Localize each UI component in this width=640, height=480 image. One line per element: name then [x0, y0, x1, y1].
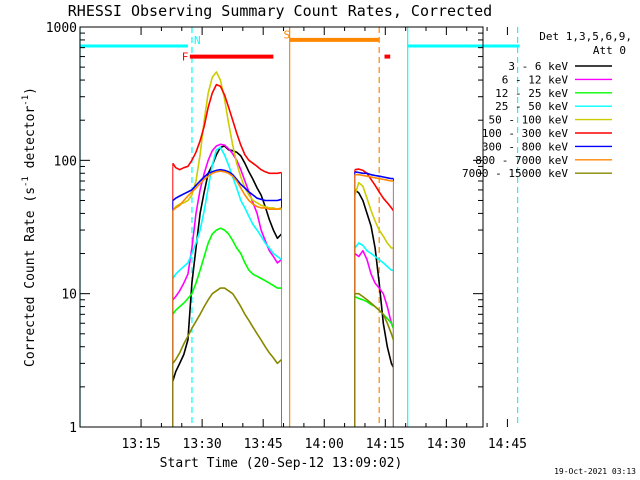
- flag-label-n: N: [194, 34, 201, 47]
- series-line-1-seg-0: [172, 143, 283, 301]
- series-line-4-seg-1: [354, 181, 394, 249]
- legend-label-5: 100 - 300 keV: [482, 127, 568, 140]
- annotation-layer: NF S: [79, 27, 520, 427]
- legend-label-0: 3 - 6 keV: [508, 60, 568, 73]
- x-tick-label-5: 14:30: [427, 437, 466, 452]
- x-tick-label-1: 13:30: [183, 437, 222, 452]
- series-line-5-seg-0: [172, 83, 282, 175]
- render-timestamp: 19-Oct-2021 03:13: [554, 467, 636, 476]
- x-tick-label-3: 14:00: [305, 437, 344, 452]
- y-tick-label-2: 100: [54, 154, 77, 169]
- legend-title-line-1: Det 1,3,5,6,9,: [539, 30, 632, 43]
- series-line-5-seg-1: [354, 168, 395, 212]
- series-line-8-seg-0: [172, 287, 283, 365]
- x-tick-label-2: 13:45: [244, 437, 283, 452]
- legend-title-line-2: Att 0: [593, 44, 626, 57]
- series-line-7-seg-0: [172, 170, 282, 212]
- y-axis-label-part-3: ): [23, 87, 38, 95]
- series-line-0-seg-1: [354, 189, 395, 368]
- legend-label-8: 7000 - 15000 keV: [462, 167, 568, 180]
- flag-label-s: S: [284, 28, 291, 41]
- series-line-8-seg-1: [354, 292, 395, 341]
- x-tick-label-4: 14:15: [366, 437, 405, 452]
- series-line-1-seg-1: [354, 249, 395, 329]
- y-axis-label-sup-2: -1: [21, 95, 31, 106]
- x-axis-label: Start Time (20-Sep-12 13:09:02): [160, 456, 403, 471]
- series-line-3-seg-1: [354, 242, 394, 272]
- y-axis-label-sup-1: -1: [21, 176, 31, 187]
- y-tick-label-1: 10: [61, 288, 77, 303]
- series-line-6-seg-0: [172, 168, 282, 202]
- series-line-4-seg-0: [172, 71, 282, 212]
- y-axis-label-part-1: Corrected Count Rate (s: [23, 187, 38, 367]
- x-tick-label-0: 13:15: [121, 437, 160, 452]
- series-line-3-seg-0: [172, 146, 282, 279]
- legend-label-7: 800 - 7000 keV: [475, 154, 568, 167]
- x-tick-label-6: 14:45: [488, 437, 527, 452]
- series-line-2-seg-0: [172, 227, 282, 315]
- ticks-layer: 13:15 13:30 13:45 14:00 14:15 14:30 14:45 1 10 10…: [46, 21, 527, 452]
- plot-frame: [79, 26, 484, 428]
- y-axis-label-part-2: detector: [23, 106, 38, 177]
- legend-label-6: 300 - 800 keV: [482, 140, 568, 153]
- legend-label-4: 50 - 100 keV: [489, 114, 569, 127]
- legend-label-1: 6 - 12 keV: [502, 73, 569, 86]
- chart-title: RHESSI Observing Summary Count Rates, Co…: [68, 2, 492, 20]
- legend-label-3: 25 - 50 keV: [495, 100, 568, 113]
- flag-label-f: F: [182, 51, 189, 64]
- legend-label-2: 12 - 25 keV: [495, 87, 568, 100]
- series-line-6-seg-1: [354, 171, 394, 180]
- series-line-7-seg-1: [354, 173, 394, 182]
- series-layer: [172, 71, 395, 427]
- y-tick-label-0: 1: [69, 421, 77, 436]
- y-axis-label: Corrected Count Rate (s-1 detector-1): [21, 87, 38, 367]
- y-tick-label-3: 1000: [46, 21, 77, 36]
